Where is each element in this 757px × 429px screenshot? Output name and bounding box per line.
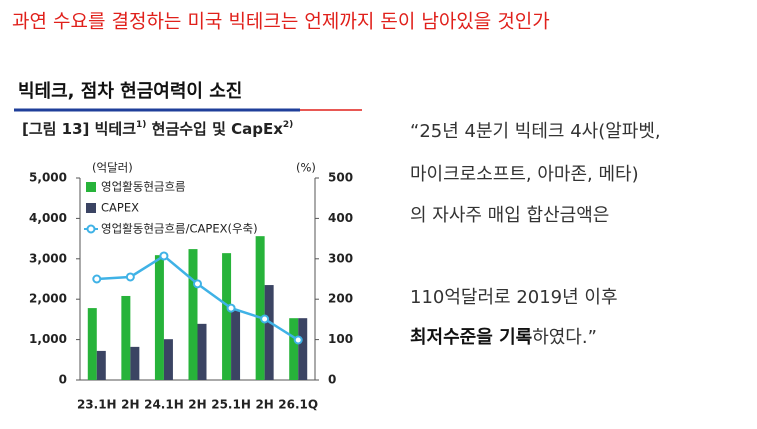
y2-tick-label: 300 <box>328 251 353 265</box>
bar <box>197 323 207 380</box>
legend-label: 영업활동현금흐름/CAPEX(우축) <box>101 222 258 236</box>
quote-line: 의 자사주 매입 합산금액은 <box>410 205 609 226</box>
y-axis-label: (억달러) <box>92 161 133 175</box>
bar <box>255 236 265 380</box>
bar <box>163 339 173 380</box>
quote-line: 110억달러로 2019년 이후 <box>410 287 618 308</box>
x-tick-label: 23.1H <box>77 398 117 412</box>
y2-tick-label: 100 <box>328 332 353 346</box>
y-tick-label: 0 <box>59 373 67 387</box>
bar <box>121 295 131 380</box>
y2-tick-label: 200 <box>328 292 353 306</box>
legend-label: CAPEX <box>101 201 139 215</box>
chart-title: [그림 13] 빅테크1) 현금수입 및 CapEx2) <box>22 120 293 138</box>
legend-swatch <box>86 182 96 192</box>
bar <box>298 318 308 380</box>
bar <box>231 310 241 380</box>
y-tick-label: 5,000 <box>29 171 67 185</box>
y2-axis-label: (%) <box>296 161 316 175</box>
quote-line: 최저수준을 기록하였다.” <box>410 327 597 348</box>
x-tick-label: 26.1Q <box>278 398 318 412</box>
ratio-point <box>293 335 303 345</box>
y-tick-label: 3,000 <box>29 251 67 265</box>
ratio-point <box>226 303 236 313</box>
bar <box>222 253 232 380</box>
quote-line: 마이크로소프트, 아마존, 메타) <box>410 164 639 185</box>
ratio-point <box>159 251 169 261</box>
bar <box>188 249 198 380</box>
legend-marker <box>86 224 96 234</box>
quote-line: “25년 4분기 빅테크 4사(알파벳, <box>410 121 661 142</box>
y2-tick-label: 400 <box>328 211 353 225</box>
bar <box>87 308 97 380</box>
legend-swatch <box>86 203 96 213</box>
ratio-point <box>260 314 270 324</box>
bar <box>96 350 106 380</box>
y-tick-label: 1,000 <box>29 332 67 346</box>
y-tick-label: 4,000 <box>29 211 67 225</box>
bar <box>289 318 299 380</box>
section-title: 빅테크, 점차 현금여력이 소진 <box>18 81 242 102</box>
legend-label: 영업활동현금흐름 <box>101 180 186 194</box>
x-tick-label: 25.1H <box>211 398 251 412</box>
ratio-point <box>193 279 202 289</box>
x-tick-label: 2H <box>188 398 206 412</box>
y-tick-label: 2,000 <box>29 292 67 306</box>
bar <box>130 346 140 380</box>
bar <box>154 255 164 380</box>
ratio-point <box>92 274 102 284</box>
y2-tick-label: 0 <box>328 373 336 387</box>
y2-tick-label: 500 <box>328 171 353 185</box>
x-tick-label: 2H <box>255 398 273 412</box>
ratio-point <box>125 272 135 282</box>
page-title: 과연 수요를 결정하는 미국 빅테크는 언제까지 돈이 남아있을 것인가 <box>12 11 550 33</box>
x-tick-label: 2H <box>121 398 139 412</box>
x-tick-label: 24.1H <box>144 398 184 412</box>
bar <box>264 285 274 380</box>
